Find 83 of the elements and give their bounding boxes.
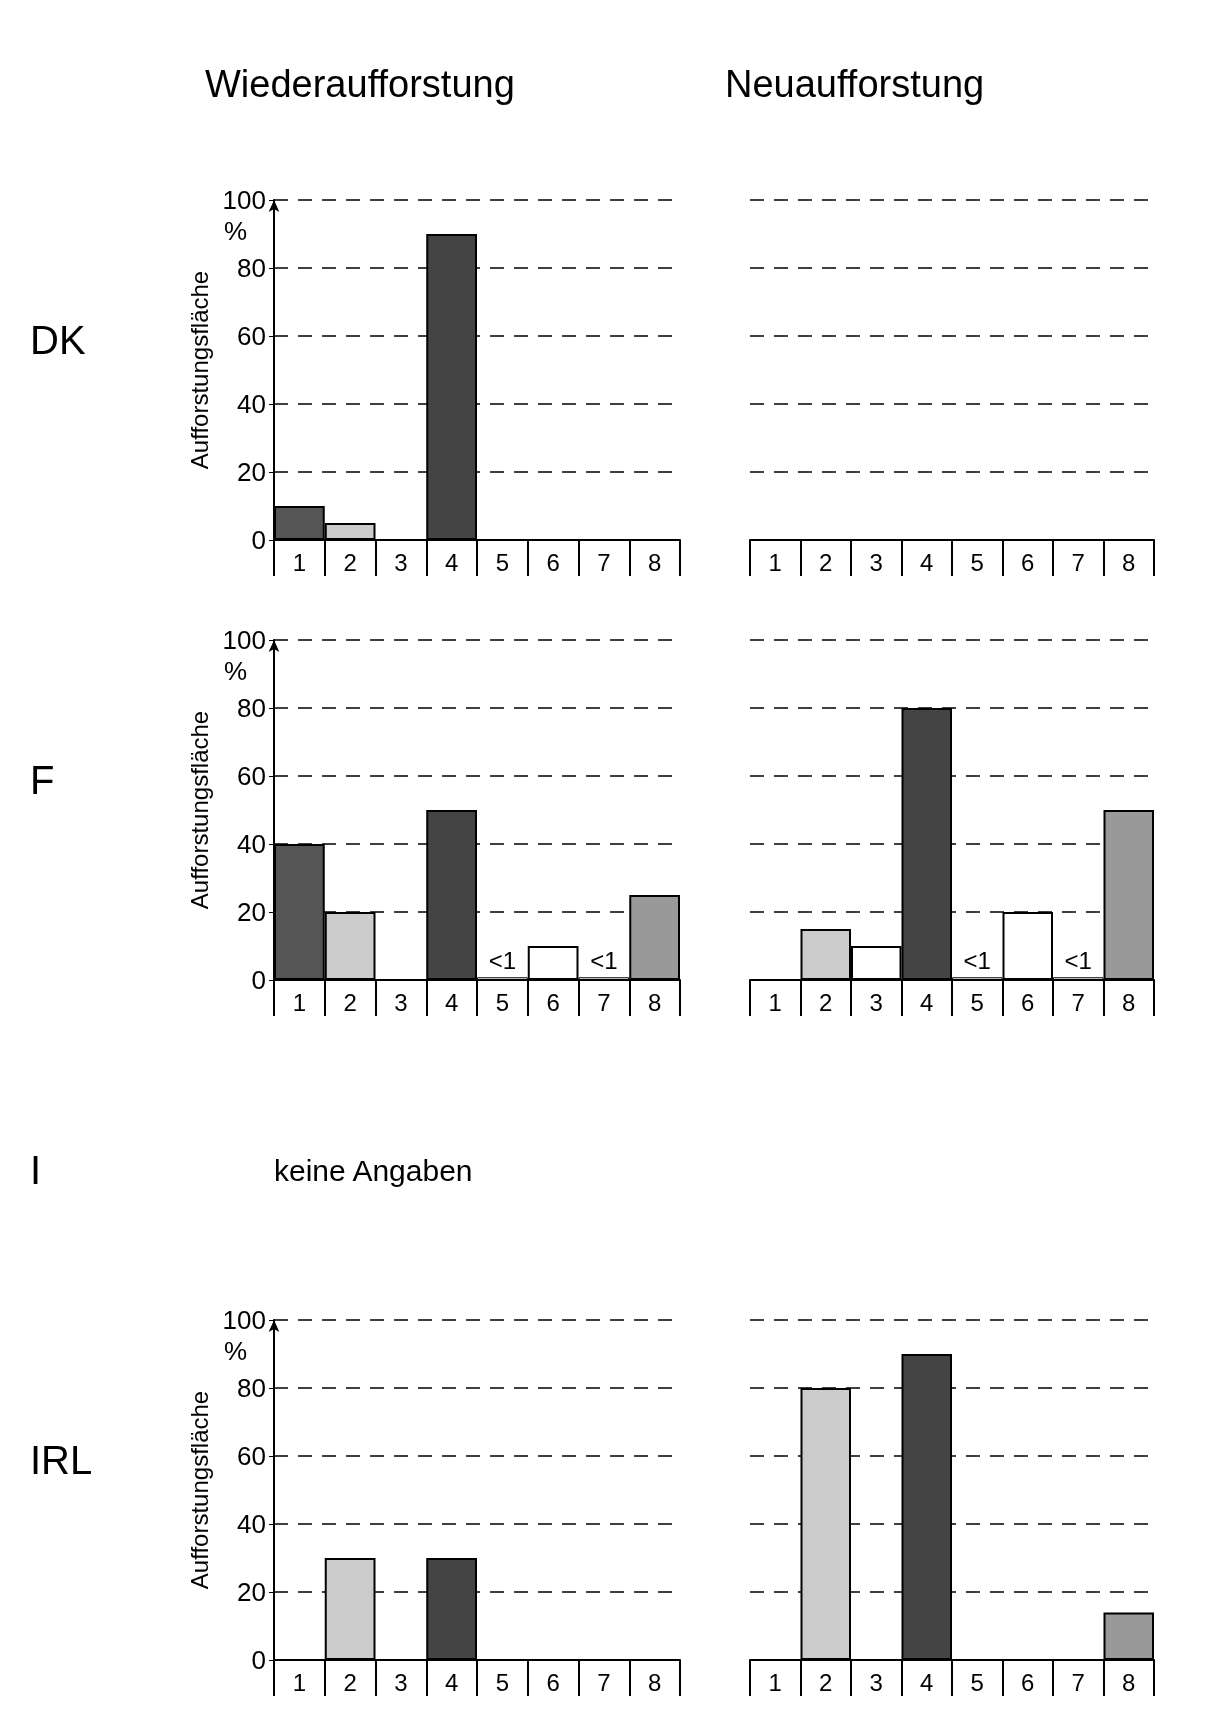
x-tick-label: 3 <box>869 548 883 576</box>
x-tick-label: 2 <box>819 548 833 576</box>
x-tick-label: 6 <box>1021 548 1035 576</box>
y-axis-title: Aufforstungsfläche <box>186 710 214 910</box>
y-tick-label: 40 <box>237 829 266 859</box>
x-tick-label: 1 <box>292 988 307 1016</box>
y-tick-label: 40 <box>237 389 266 419</box>
y-tick-label: 100 <box>222 1305 266 1335</box>
x-tick-label: 2 <box>343 548 357 576</box>
x-tick-label: 5 <box>970 988 984 1016</box>
text: % <box>224 656 248 686</box>
y-tick-label: 20 <box>237 457 266 487</box>
x-tick-label: 3 <box>869 988 883 1016</box>
y-tick-label: 20 <box>237 1577 266 1607</box>
text: % <box>224 1336 248 1366</box>
x-tick-label: 4 <box>444 548 459 576</box>
x-tick-label: 6 <box>546 548 560 576</box>
x-tick-label: 7 <box>597 1668 611 1696</box>
y-axis-title: Aufforstungsfläche <box>186 270 214 470</box>
x-tick-label: 7 <box>597 988 611 1016</box>
chart-title: Neuaufforstung <box>725 63 985 105</box>
x-tick-label: 7 <box>1071 988 1085 1016</box>
y-tick-label: 60 <box>237 1441 266 1471</box>
x-tick-label: 1 <box>768 1668 782 1696</box>
y-tick-label: 20 <box>237 897 266 927</box>
x-tick-label: 5 <box>970 548 984 576</box>
x-tick-label: 3 <box>869 1668 883 1696</box>
x-tick-label: 7 <box>597 548 611 576</box>
x-tick-label: 2 <box>343 988 357 1016</box>
x-tick-label: 4 <box>920 1668 934 1696</box>
x-tick-label: 5 <box>495 548 510 576</box>
data-label: <1 <box>1064 946 1092 974</box>
x-tick-label: 8 <box>1122 548 1136 576</box>
x-tick-label: 6 <box>546 988 560 1016</box>
x-tick-label: 8 <box>647 988 662 1016</box>
text: DK <box>30 318 86 362</box>
x-tick-label: 3 <box>394 988 408 1016</box>
x-tick-label: 6 <box>546 1668 560 1696</box>
y-tick-label: 80 <box>237 1373 266 1403</box>
y-tick-label: 60 <box>237 321 266 351</box>
x-tick-label: 4 <box>920 988 934 1016</box>
x-tick-label: 8 <box>1122 1668 1136 1696</box>
x-tick-label: 4 <box>444 988 459 1016</box>
x-tick-label: 4 <box>920 548 934 576</box>
x-tick-label: 7 <box>1071 548 1085 576</box>
x-tick-label: 3 <box>394 548 408 576</box>
y-axis-title: Aufforstungsfläche <box>186 1390 214 1590</box>
x-tick-label: 8 <box>1122 988 1136 1016</box>
x-tick-label: 5 <box>970 1668 984 1696</box>
x-tick-label: 5 <box>495 1668 510 1696</box>
y-tick-label: 60 <box>237 761 266 791</box>
x-tick-label: 8 <box>647 1668 662 1696</box>
y-tick-label: 0 <box>251 525 266 555</box>
y-tick-label: 0 <box>251 1645 266 1675</box>
x-tick-label: 1 <box>292 548 307 576</box>
x-tick-label: 2 <box>819 988 833 1016</box>
y-tick-label: 0 <box>251 965 266 995</box>
text: I <box>30 1148 42 1192</box>
text: keine Angaben <box>274 1153 473 1187</box>
data-label: <1 <box>963 946 991 974</box>
x-tick-label: 6 <box>1021 988 1035 1016</box>
x-tick-label: 1 <box>768 988 782 1016</box>
x-tick-label: 6 <box>1021 1668 1035 1696</box>
text: F <box>30 758 55 802</box>
text: IRL <box>30 1438 93 1482</box>
x-tick-label: 7 <box>1071 1668 1085 1696</box>
x-tick-label: 5 <box>495 988 510 1016</box>
y-tick-label: 100 <box>222 185 266 215</box>
y-tick-label: 80 <box>237 693 266 723</box>
y-tick-label: 80 <box>237 253 266 283</box>
y-tick-label: 40 <box>237 1509 266 1539</box>
x-tick-label: 2 <box>819 1668 833 1696</box>
x-tick-label: 2 <box>343 1668 357 1696</box>
x-tick-label: 1 <box>768 548 782 576</box>
x-tick-label: 1 <box>292 1668 307 1696</box>
text: % <box>224 216 248 246</box>
x-tick-label: 3 <box>394 1668 408 1696</box>
data-label: <1 <box>590 946 618 974</box>
chart-title: Wiederaufforstung <box>205 63 515 105</box>
x-tick-label: 4 <box>444 1668 459 1696</box>
data-label: <1 <box>488 946 517 974</box>
y-tick-label: 100 <box>222 625 266 655</box>
x-tick-label: 8 <box>647 548 662 576</box>
